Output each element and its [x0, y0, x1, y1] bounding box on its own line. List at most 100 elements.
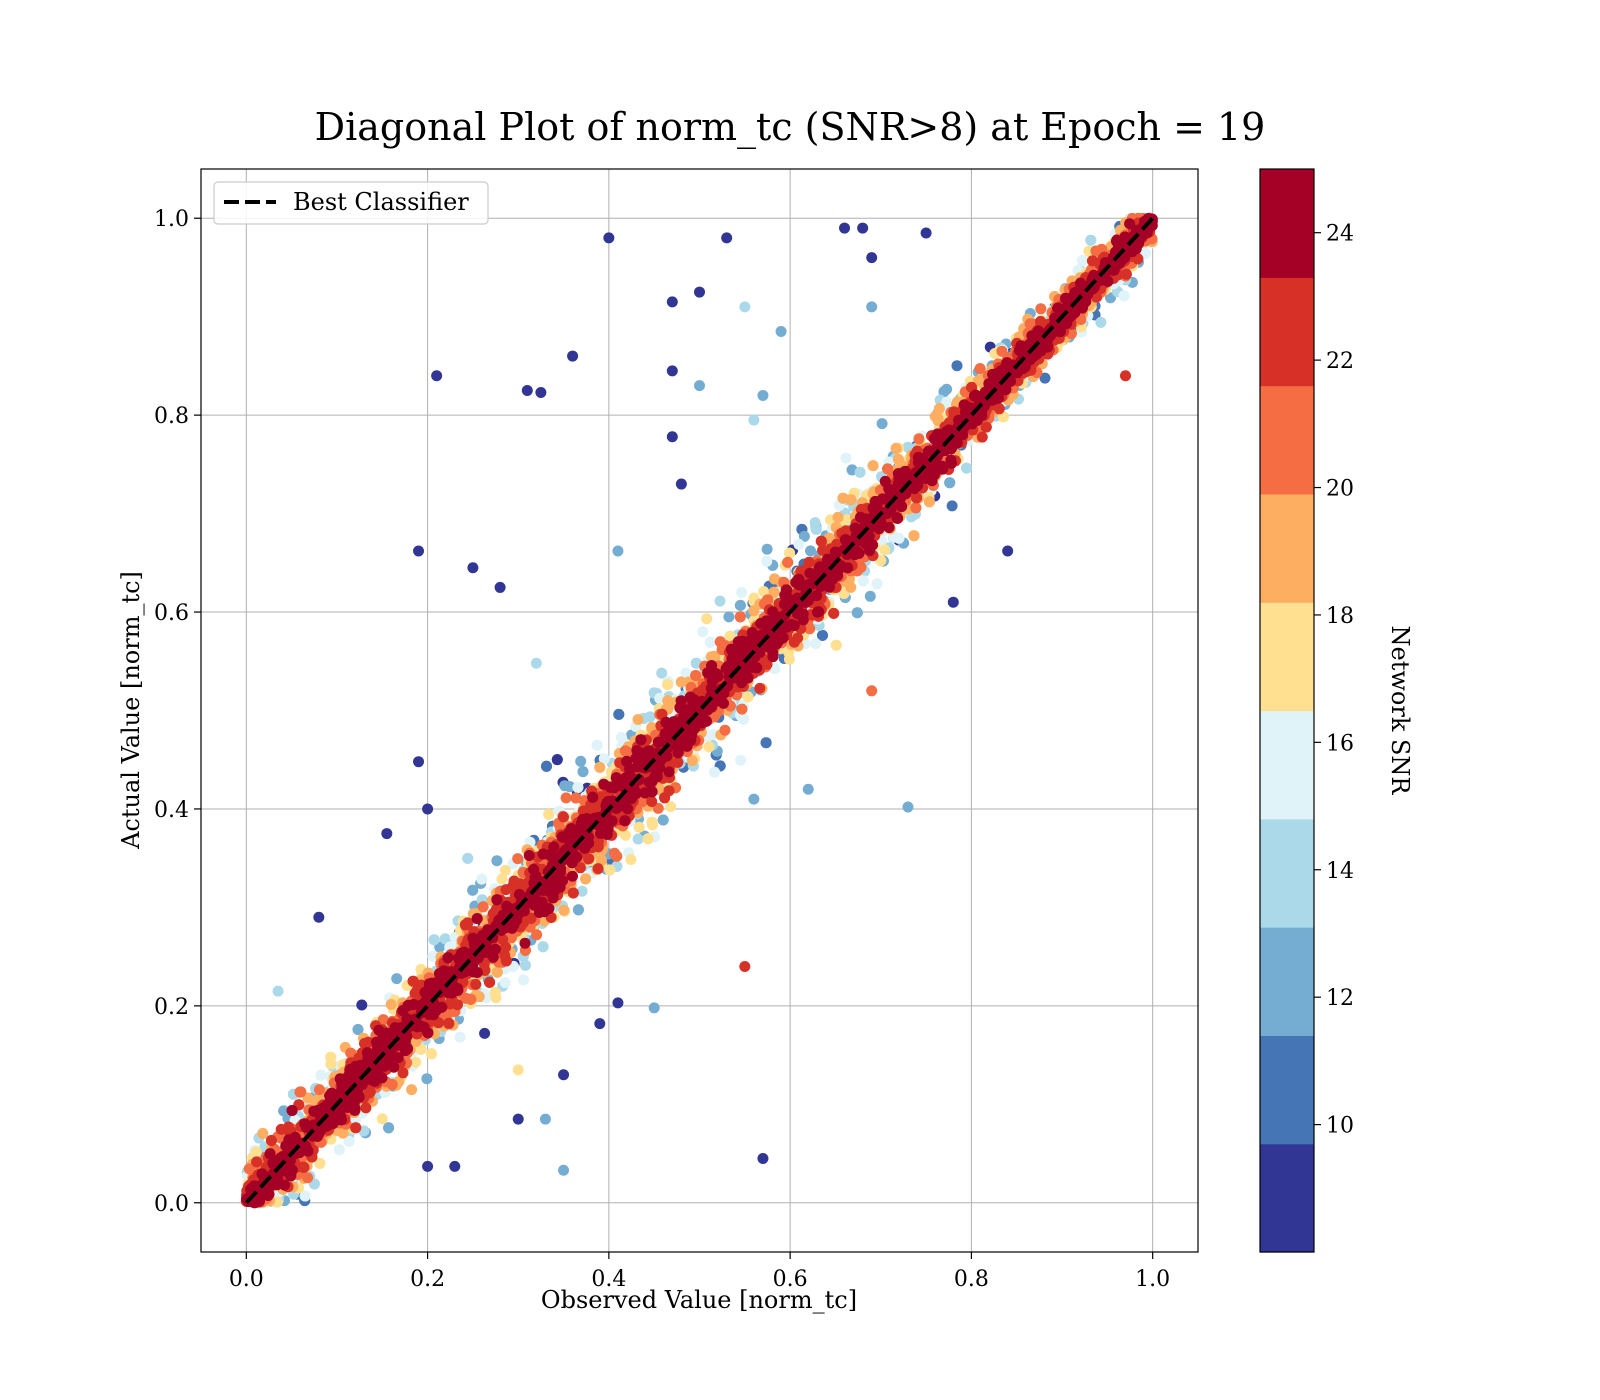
- data-point: [314, 1157, 326, 1169]
- data-point: [519, 959, 531, 971]
- scatter-points: [240, 212, 1158, 1209]
- data-point: [642, 833, 654, 845]
- data-point: [462, 852, 474, 864]
- data-point: [793, 538, 805, 550]
- data-point: [632, 714, 644, 725]
- data-point: [299, 1190, 311, 1202]
- data-point: [864, 590, 876, 602]
- data-point: [704, 636, 716, 648]
- data-point: [611, 850, 623, 862]
- data-point: [929, 410, 941, 422]
- data-point: [867, 460, 879, 472]
- data-point: [857, 575, 869, 587]
- data-point: [489, 987, 501, 999]
- data-point: [476, 873, 488, 885]
- data-point: [832, 511, 844, 523]
- data-point: [742, 691, 754, 703]
- data-point: [657, 814, 669, 826]
- data-point: [724, 630, 736, 642]
- data-point: [499, 864, 511, 876]
- data-point: [810, 638, 822, 650]
- data-point: [1118, 290, 1130, 302]
- data-point: [576, 885, 588, 897]
- data-point: [735, 754, 747, 766]
- data-point: [923, 496, 935, 508]
- data-point: [551, 754, 563, 766]
- data-point: [761, 543, 773, 555]
- data-point: [572, 782, 584, 793]
- data-point: [428, 934, 440, 946]
- data-point: [714, 595, 726, 607]
- data-point: [575, 755, 587, 767]
- data-point: [315, 1069, 327, 1081]
- data-point: [376, 1113, 388, 1125]
- data-point: [913, 433, 925, 445]
- data-point: [938, 386, 950, 398]
- data-point: [415, 1043, 427, 1055]
- data-point: [518, 974, 529, 986]
- data-point: [383, 1122, 395, 1134]
- data-point: [564, 781, 576, 793]
- data-point: [391, 973, 403, 985]
- data-point: [491, 855, 503, 867]
- data-point: [1035, 303, 1047, 315]
- data-point: [491, 966, 503, 978]
- data-point: [580, 873, 592, 885]
- data-point: [719, 724, 731, 736]
- data-point: [633, 821, 645, 833]
- data-point: [410, 1056, 422, 1068]
- data-point: [1095, 316, 1107, 328]
- data-point: [1077, 255, 1089, 266]
- data-point: [707, 729, 719, 740]
- data-point: [758, 586, 770, 597]
- data-point: [325, 1058, 337, 1070]
- data-point: [604, 864, 616, 876]
- data-point: [496, 873, 508, 885]
- data-point: [809, 517, 821, 529]
- data-point: [723, 611, 735, 623]
- data-point: [871, 578, 883, 590]
- data-point: [352, 1024, 364, 1035]
- data-point: [845, 581, 857, 593]
- data-point: [951, 360, 963, 372]
- data-point: [798, 530, 810, 542]
- data-point: [558, 904, 570, 916]
- data-point: [632, 833, 644, 845]
- data-point: [675, 676, 687, 688]
- data-point: [662, 679, 674, 691]
- data-point: [543, 808, 555, 820]
- data-point: [817, 629, 828, 641]
- data-point: [845, 494, 857, 506]
- data-point: [620, 829, 631, 841]
- data-point: [577, 766, 589, 778]
- data-point: [439, 933, 451, 945]
- data-point: [946, 500, 958, 512]
- data-point: [784, 547, 796, 559]
- data-point: [613, 708, 625, 720]
- data-point: [854, 466, 866, 478]
- data-point: [841, 514, 853, 526]
- data-point: [625, 854, 637, 865]
- data-point: [830, 639, 842, 651]
- data-point: [709, 766, 721, 778]
- data-point: [1039, 372, 1051, 384]
- data-point: [761, 555, 773, 567]
- data-point: [875, 555, 887, 567]
- data-point: [499, 977, 511, 989]
- data-point: [908, 530, 920, 542]
- data-point: [619, 745, 631, 757]
- data-point: [257, 1128, 269, 1139]
- data-point: [805, 545, 816, 557]
- data-point: [1085, 234, 1097, 246]
- data-point: [768, 586, 780, 598]
- data-point: [782, 556, 794, 568]
- data-point: [406, 1084, 418, 1096]
- data-point: [783, 653, 795, 665]
- data-point: [454, 1031, 466, 1043]
- data-point: [879, 544, 891, 556]
- data-point: [910, 502, 922, 514]
- data-point: [421, 1073, 433, 1085]
- data-point: [760, 737, 772, 749]
- data-point: [665, 801, 677, 813]
